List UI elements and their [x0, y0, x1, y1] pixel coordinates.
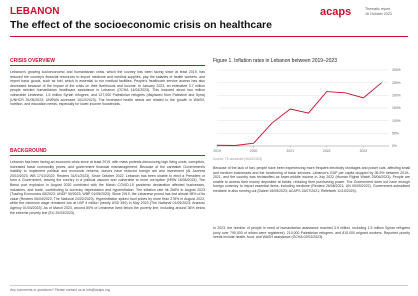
meta-line: Thematic report: [365, 7, 391, 11]
logo: acaps: [320, 6, 352, 18]
footer: Any comments or questions? Please contac…: [10, 285, 408, 292]
y-tick-label: 300%: [392, 68, 401, 72]
meta: Thematic report 16 October 2023: [365, 7, 392, 17]
figure-title: Figure 1. Inflation rates in Lebanon bet…: [213, 58, 337, 64]
paragraph: Because of the lack of fuel, people have…: [213, 166, 410, 193]
x-tick-label: 2022: [323, 149, 331, 153]
y-tick-label: 100%: [392, 119, 401, 123]
y-tick-label: 0%: [392, 144, 397, 148]
y-tick-label: 250%: [392, 81, 401, 85]
x-tick-label: 2019: [213, 149, 221, 153]
paragraph: Lebanon has been facing an economic cris…: [10, 160, 205, 215]
rule: [10, 36, 408, 37]
y-tick-label: 50%: [392, 132, 399, 136]
section-heading: CRISIS OVERVIEW: [10, 58, 205, 66]
chart: 0% 50% 100% 150% 200% 250% 300% 2019 2020 2021 202…: [213, 68, 401, 153]
meta-line: 16 October 2023: [365, 12, 392, 16]
y-tick-label: 200%: [392, 94, 401, 98]
figure-source: Source: TE accessed (06/10/2023): [213, 157, 263, 161]
title: LEBANON: [10, 6, 60, 17]
x-tick-label: 2021: [286, 149, 294, 153]
paragraph: Lebanon's growing socioeconomic and huma…: [10, 70, 205, 107]
line: [216, 82, 382, 146]
x-tick-label: 2020: [250, 149, 258, 153]
subtitle: The effect of the socioeconomic crisis o…: [10, 19, 272, 31]
paragraph: In 2023, the number of people in need of…: [213, 226, 410, 240]
section-heading: BACKGROUND: [10, 148, 205, 156]
y-tick-label: 150%: [392, 106, 401, 110]
x-tick-label: 2023: [360, 149, 368, 153]
